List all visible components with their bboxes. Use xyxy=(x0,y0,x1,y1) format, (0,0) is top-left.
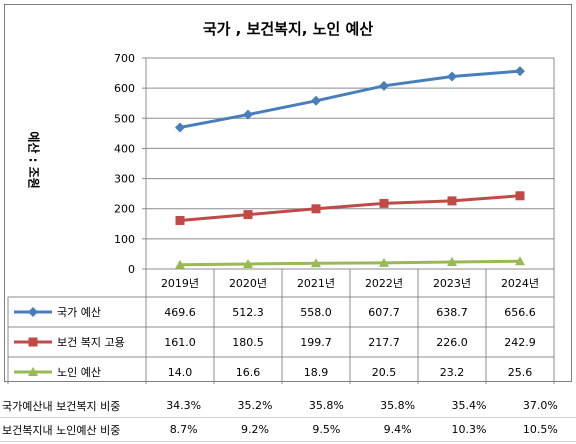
data-label: 226.0 xyxy=(436,336,468,349)
line-chart: 0 100 200 300 400 500 600 700 2019년 2020년 2021년 202… xyxy=(7,52,555,384)
data-point xyxy=(175,215,185,225)
x-tick-label: 2020년 xyxy=(229,277,267,290)
x-tick-label: 2024년 xyxy=(501,277,539,290)
data-point xyxy=(311,95,321,106)
data-label: 558.0 xyxy=(300,306,332,319)
ratio-cell: 10.5% xyxy=(504,417,576,442)
data-point xyxy=(379,198,389,208)
data-point xyxy=(175,122,185,133)
legend-label: 국가 예산 xyxy=(57,306,101,319)
data-point xyxy=(28,307,38,317)
ratio-cell: 8.7% xyxy=(148,417,220,442)
ratio-table: 국가예산내 보건복지 비중 34.3% 35.2% 35.8% 35.8% 35… xyxy=(0,394,576,442)
data-point xyxy=(175,259,185,269)
ratio-cell: 9.4% xyxy=(361,417,434,442)
ratio-row: 국가예산내 보건복지 비중 34.3% 35.2% 35.8% 35.8% 35… xyxy=(0,394,576,418)
chart-frame xyxy=(4,4,572,382)
data-point xyxy=(447,257,457,267)
y-tick-label: 300 xyxy=(114,173,135,186)
data-point xyxy=(28,337,38,347)
data-label: 656.6 xyxy=(504,306,536,319)
ratio-cell: 34.3% xyxy=(148,394,220,418)
data-label: 242.9 xyxy=(504,336,536,349)
ratio-cell: 35.2% xyxy=(219,394,291,418)
data-point xyxy=(243,258,253,268)
x-tick-label: 2019년 xyxy=(161,277,199,290)
y-tick-label: 700 xyxy=(114,52,135,65)
plot-area xyxy=(145,57,555,270)
data-point xyxy=(515,256,525,266)
ratio-cell: 9.2% xyxy=(219,417,291,442)
ratio-cell: 37.0% xyxy=(504,394,576,418)
data-label: 20.5 xyxy=(372,366,397,379)
data-point xyxy=(515,191,525,201)
data-label: 23.2 xyxy=(440,366,465,379)
data-label: 607.7 xyxy=(368,306,400,319)
data-point xyxy=(379,80,389,91)
ratio-cell: 35.4% xyxy=(433,394,505,418)
series-line xyxy=(179,194,521,222)
legend-label: 보건 복지 고용 xyxy=(57,336,125,349)
data-point xyxy=(243,109,253,120)
data-label: 512.3 xyxy=(232,306,264,319)
y-tick-label: 600 xyxy=(114,82,135,95)
data-label: 638.7 xyxy=(436,306,468,319)
ratio-row: 보건복지내 노인예산 비중 8.7% 9.2% 9.5% 9.4% 10.3% … xyxy=(0,417,576,442)
data-label: 180.5 xyxy=(232,336,264,349)
data-point xyxy=(515,66,525,77)
legend-label: 노인 예산 xyxy=(57,366,101,379)
ratio-cell: 10.3% xyxy=(433,417,505,442)
data-label: 18.9 xyxy=(304,366,329,379)
y-tick-label: 500 xyxy=(114,112,135,125)
series-line xyxy=(179,259,521,267)
data-point xyxy=(28,367,38,376)
data-point xyxy=(447,196,457,206)
ratio-cell: 9.5% xyxy=(290,417,362,442)
ratio-cell: 35.8% xyxy=(361,394,434,418)
y-tick-label: 0 xyxy=(128,263,135,276)
chart-title: 국가 , 보건복지, 노인 예산 xyxy=(202,20,374,38)
ratio-row-label: 보건복지내 노인예산 비중 xyxy=(0,417,148,442)
y-tick-label: 400 xyxy=(114,142,135,155)
data-label: 16.6 xyxy=(236,366,261,379)
ratio-cell: 35.8% xyxy=(290,394,362,418)
data-point xyxy=(311,204,321,214)
data-label: 25.6 xyxy=(508,366,533,379)
y-tick-label: 200 xyxy=(114,203,135,216)
x-tick-label: 2022년 xyxy=(365,277,403,290)
data-point xyxy=(243,210,253,220)
data-point xyxy=(311,258,321,268)
ratio-row-label: 국가예산내 보건복지 비중 xyxy=(0,394,148,418)
data-point xyxy=(447,71,457,82)
series-line xyxy=(179,69,521,129)
data-label: 14.0 xyxy=(168,366,193,379)
x-tick-label: 2021년 xyxy=(297,277,335,290)
data-label: 161.0 xyxy=(164,336,196,349)
data-label: 469.6 xyxy=(164,306,196,319)
data-label: 217.7 xyxy=(368,336,400,349)
data-point xyxy=(379,257,389,267)
y-tick-label: 100 xyxy=(114,233,135,246)
x-tick-label: 2023년 xyxy=(433,277,471,290)
data-label: 199.7 xyxy=(300,336,332,349)
